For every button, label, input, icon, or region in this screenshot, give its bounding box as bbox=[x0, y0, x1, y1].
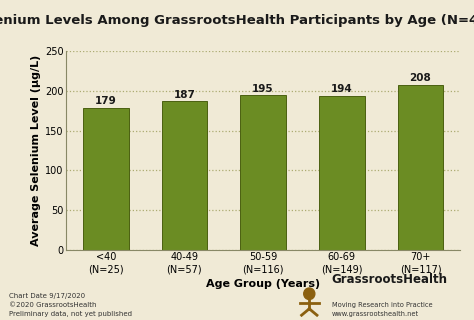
Circle shape bbox=[304, 288, 315, 300]
Text: 208: 208 bbox=[410, 73, 431, 83]
Text: 195: 195 bbox=[252, 84, 274, 94]
Bar bbox=[240, 95, 286, 250]
Y-axis label: Average Selenium Level (µg/L): Average Selenium Level (µg/L) bbox=[31, 55, 41, 246]
Bar bbox=[83, 108, 128, 250]
X-axis label: Age Group (Years): Age Group (Years) bbox=[206, 279, 320, 289]
Text: Moving Research into Practice
www.grassrootshealth.net: Moving Research into Practice www.grassr… bbox=[332, 302, 432, 317]
Bar bbox=[162, 101, 207, 250]
Bar bbox=[398, 84, 443, 250]
Text: 187: 187 bbox=[173, 90, 195, 100]
Text: 179: 179 bbox=[95, 96, 117, 106]
Text: Selenium Levels Among GrassrootsHealth Participants by Age (N=464): Selenium Levels Among GrassrootsHealth P… bbox=[0, 14, 474, 28]
Text: GrassrootsHealth: GrassrootsHealth bbox=[332, 273, 448, 286]
Text: Chart Date 9/17/2020
©2020 GrassrootsHealth
Preliminary data, not yet published: Chart Date 9/17/2020 ©2020 GrassrootsHea… bbox=[9, 293, 132, 317]
Text: 194: 194 bbox=[331, 84, 353, 94]
Bar bbox=[319, 96, 365, 250]
